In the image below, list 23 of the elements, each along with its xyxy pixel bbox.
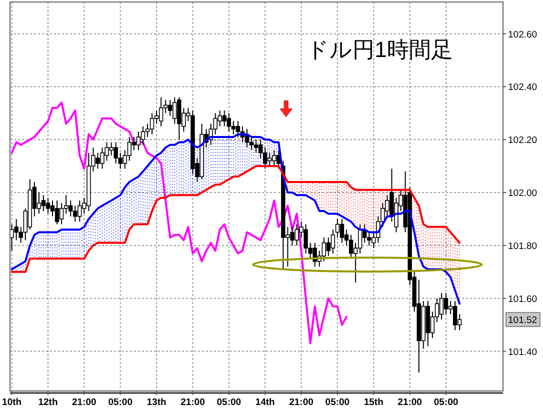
x-tick-label: 05:00 bbox=[325, 397, 350, 408]
x-tick-label: 21:00 bbox=[398, 397, 422, 408]
line-series bbox=[10, 102, 348, 344]
price-label: 101.52 bbox=[506, 312, 540, 328]
y-tick-label: 102.40 bbox=[508, 82, 538, 94]
x-tick-label: 05:00 bbox=[434, 397, 458, 408]
x-tick-label: 10th bbox=[2, 397, 22, 408]
x-tick-label: 13th bbox=[146, 397, 166, 408]
x-tick-label: 05:00 bbox=[108, 397, 133, 408]
x-tick-label: 21:00 bbox=[72, 397, 96, 408]
x-tick-label: 05:00 bbox=[216, 397, 242, 408]
text: ドル円1時間足 bbox=[306, 37, 453, 62]
x-tick-label: 21:00 bbox=[180, 397, 205, 408]
y-tick-label: 101.60 bbox=[508, 294, 538, 305]
y-tick-label: 101.80 bbox=[508, 240, 538, 252]
y-tick-label: 102.00 bbox=[508, 188, 538, 200]
y-tick-label: 101.40 bbox=[508, 346, 538, 358]
x-tick-label: 15th bbox=[364, 397, 384, 408]
x-tick-label: 12th bbox=[38, 397, 58, 408]
x-tick-label: 21:00 bbox=[289, 397, 314, 408]
y-tick-label: 102.60 bbox=[508, 29, 538, 40]
x-tick-label: 14th bbox=[255, 397, 276, 408]
y-tick-label: 102.20 bbox=[508, 135, 538, 146]
